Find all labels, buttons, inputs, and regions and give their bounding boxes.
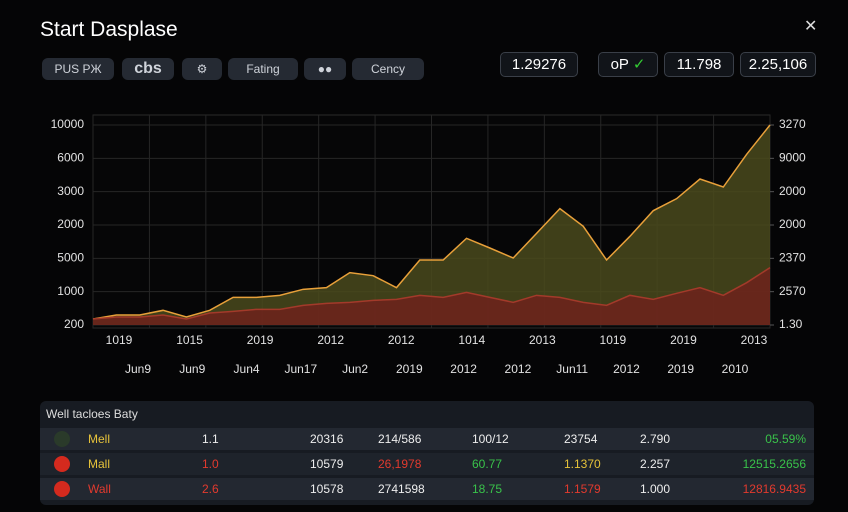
x-tick-label: Jun4 — [234, 362, 260, 376]
table-cell: Mell — [88, 432, 111, 446]
table-cell: 100/12 — [472, 432, 509, 446]
x-tick-label: 2019 — [247, 333, 274, 347]
close-button[interactable]: ✕ — [804, 18, 818, 35]
y-tick-label: 3000 — [57, 184, 84, 198]
x-tick-label: 1019 — [106, 333, 133, 347]
table-cell: 1.0 — [202, 457, 219, 471]
y2-tick-label: 3270 — [779, 117, 806, 131]
table-cell: 1.000 — [640, 482, 671, 496]
x-tick-label: 2019 — [396, 362, 423, 376]
table-cell: 2.6 — [202, 482, 219, 496]
y2-tick-label: 1.30 — [779, 317, 803, 331]
table-row: Mell 1.1 20316 214/586 100/12 23754 2.790 05.59… — [40, 428, 814, 450]
table-row: Wall 2.6 10578 2741598 18.75 1.1579 1.000 12816… — [40, 478, 814, 500]
check-icon: ✓ — [632, 56, 646, 73]
y2-tick-label: 9000 — [779, 151, 806, 165]
tab-button[interactable]: Fating — [228, 58, 298, 80]
table-cell: 26,1978 — [378, 457, 422, 471]
table-cell: 10579 — [310, 457, 344, 471]
y2-tick-label: 2000 — [779, 217, 806, 231]
table-cell: 18.75 — [472, 482, 503, 496]
row-icon — [54, 456, 70, 472]
table-cell: Wall — [88, 482, 111, 496]
x-tick-label: 2012 — [450, 362, 477, 376]
app-title: Start Dasplase — [40, 18, 178, 41]
x-tick-label: 1015 — [176, 333, 203, 347]
area — [93, 125, 770, 325]
line — [92, 267, 771, 320]
tab-button[interactable]: PUS PЖ — [42, 58, 114, 80]
table-cell: 23754 — [564, 432, 598, 446]
stat-box: 1.29276 — [500, 52, 578, 77]
table-title: Well tacloes Baty — [46, 407, 138, 421]
table-cell: 12816.9435 — [742, 482, 806, 496]
x-tick-label: 2013 — [529, 333, 556, 347]
data-table: Well tacloes Baty Mell 1.1 20316 214/586 100… — [40, 401, 814, 505]
table-cell: 2741598 — [378, 482, 425, 496]
x-tick-label: 2019 — [670, 333, 697, 347]
line — [92, 124, 771, 320]
y2-tick-label: 2370 — [779, 251, 806, 265]
stat-text: oP — [610, 56, 629, 73]
x-tick-label: Jun9 — [179, 362, 205, 376]
y-tick-label: 200 — [64, 317, 84, 331]
table-cell: 2.257 — [640, 457, 671, 471]
table-cell: 1.1 — [202, 432, 219, 446]
table-cell: 20316 — [310, 432, 344, 446]
icon-button[interactable]: ⚙ — [182, 58, 222, 80]
row-icon — [54, 481, 70, 497]
table-row: Mall 1.0 10579 26,1978 60.77 1.1370 2.257 12515… — [40, 453, 814, 475]
stat-box: oP ✓ — [598, 52, 658, 77]
x-tick-label: 2012 — [388, 333, 415, 347]
y-tick-label: 6000 — [57, 151, 84, 165]
x-tick-label: Jun9 — [125, 362, 151, 376]
table-cell: 60.77 — [472, 457, 503, 471]
y-tick-label: 1000 — [57, 284, 84, 298]
x-tick-label: 2012 — [505, 362, 532, 376]
row-icon — [54, 431, 70, 447]
y-tick-label: 5000 — [57, 251, 84, 265]
table-cell: 05.59% — [765, 432, 806, 446]
x-tick-label: 2012 — [317, 333, 344, 347]
stat-box: 2.25,106 — [740, 52, 816, 77]
icon-button[interactable]: ●● — [304, 58, 346, 80]
x-tick-label: 2012 — [613, 362, 640, 376]
table-cell: 214/586 — [378, 432, 422, 446]
x-tick-label: 1014 — [458, 333, 485, 347]
table-cell: 1.1579 — [564, 482, 601, 496]
table-cell: 2.790 — [640, 432, 671, 446]
table-cell: 12515.2656 — [742, 457, 806, 471]
y-tick-label: 2000 — [57, 217, 84, 231]
x-tick-label: 1019 — [600, 333, 627, 347]
tab-button[interactable]: Cency — [352, 58, 424, 80]
y2-tick-label: 2000 — [779, 184, 806, 198]
x-tick-label: 2013 — [741, 333, 768, 347]
x-tick-label: Jun2 — [342, 362, 368, 376]
y2-tick-label: 2570 — [779, 284, 806, 298]
y-tick-label: 10000 — [51, 117, 85, 131]
table-cell: Mall — [88, 457, 111, 471]
area — [93, 267, 770, 325]
chart: 10000 6000 3000 2000 5000 1000 200 3270 9000 2000… — [51, 114, 806, 376]
table-cell: 10578 — [310, 482, 344, 496]
x-tick-label: 2010 — [722, 362, 749, 376]
x-tick-label: Jun11 — [556, 362, 588, 376]
table-cell: 1.1370 — [564, 457, 601, 471]
x-tick-label: 2019 — [667, 362, 694, 376]
icon-button[interactable]: cbs — [122, 58, 174, 80]
stat-box: 11.798 — [664, 52, 734, 77]
x-tick-label: Jun17 — [284, 362, 317, 376]
